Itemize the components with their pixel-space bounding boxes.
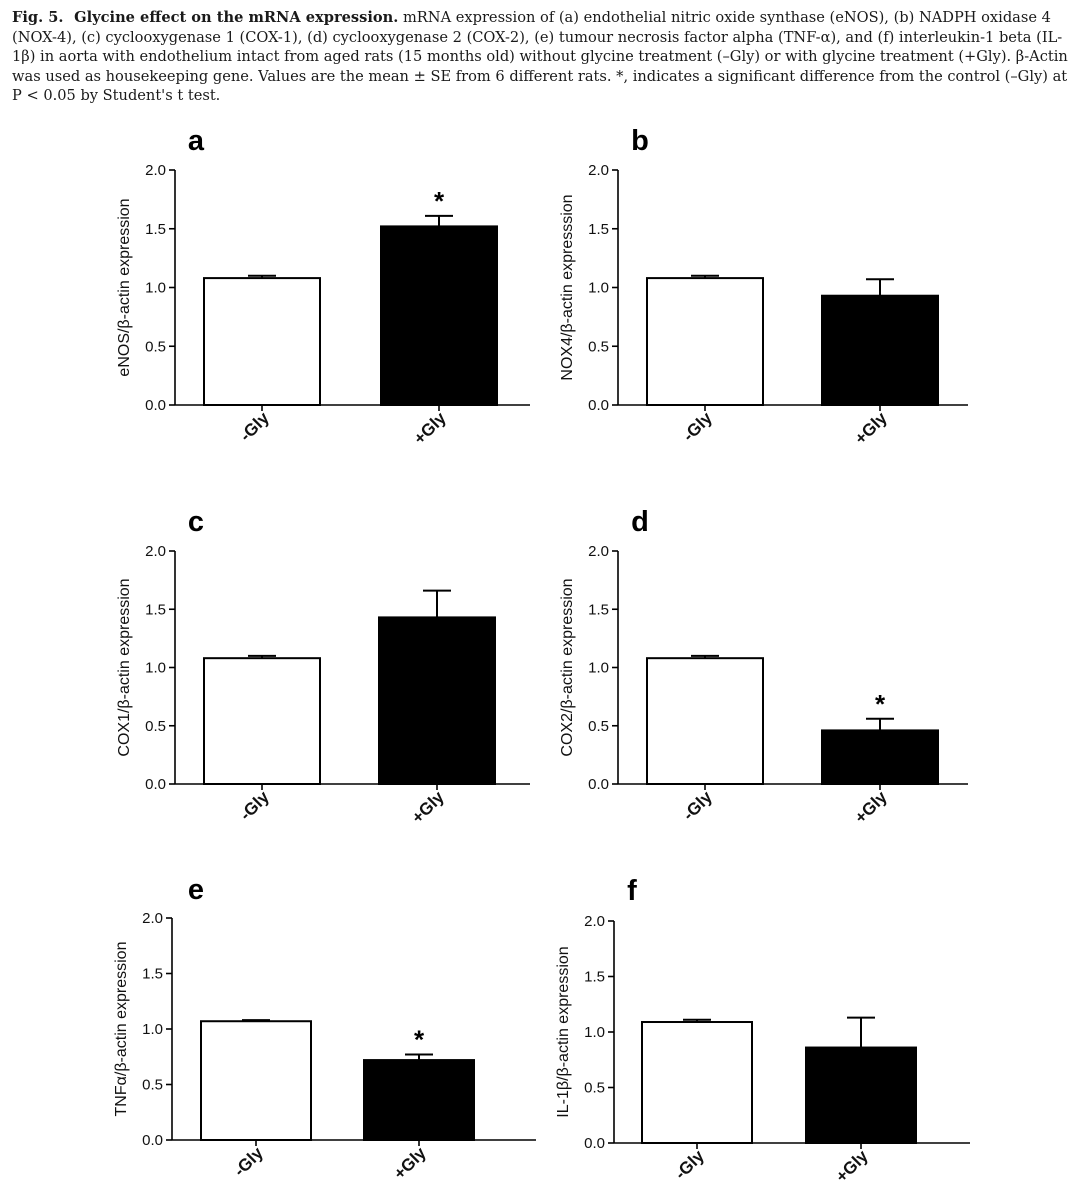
y-axis-title: eNOS/β-actin expression bbox=[116, 198, 133, 376]
y-tick-label: 1.0 bbox=[145, 280, 166, 297]
chart-panel-f: f 0.0 0.5 1.0 1.5 2.0 IL-1β/β-actin expression… bbox=[555, 875, 970, 1186]
bar-glycine bbox=[821, 729, 939, 785]
chart-panel-c: c 0.0 0.5 1.0 1.5 2.0 COX1/β-actin expression -… bbox=[116, 506, 530, 827]
y-tick-label: 0.5 bbox=[588, 718, 609, 735]
y-tick-label: 1.0 bbox=[588, 660, 609, 677]
x-category-label: +Gly bbox=[832, 1146, 872, 1186]
x-category-label: -Gly bbox=[679, 408, 716, 445]
bar-control bbox=[646, 657, 764, 785]
bar-glycine bbox=[821, 294, 939, 407]
bar-glycine bbox=[363, 1059, 475, 1141]
bar-glycine bbox=[805, 1046, 917, 1145]
x-category-label: +Gly bbox=[410, 408, 450, 448]
significance-marker: * bbox=[434, 186, 445, 216]
y-tick-label: 1.5 bbox=[145, 601, 166, 618]
figure-title: Glycine effect on the mRNA expression. bbox=[74, 9, 399, 26]
chart-panel-b: b 0.0 0.5 1.0 1.5 2.0 NOX4/β-actin expresssion… bbox=[559, 125, 968, 448]
x-category-label: -Gly bbox=[671, 1146, 708, 1183]
bar-control bbox=[646, 277, 764, 407]
figure-label: Fig. 5. bbox=[12, 9, 64, 26]
x-category-label: +Gly bbox=[851, 408, 891, 448]
bar-control bbox=[203, 277, 321, 407]
y-tick-label: 0.0 bbox=[142, 1132, 163, 1149]
y-tick-label: 2.0 bbox=[145, 543, 166, 560]
y-tick-label: 1.0 bbox=[584, 1024, 605, 1041]
bar-control bbox=[200, 1020, 312, 1141]
x-category-label: -Gly bbox=[236, 408, 273, 445]
bar-control bbox=[641, 1021, 753, 1145]
y-tick-label: 2.0 bbox=[142, 910, 163, 927]
x-category-label: +Gly bbox=[390, 1143, 430, 1183]
y-tick-label: 2.0 bbox=[588, 162, 609, 179]
y-tick-label: 2.0 bbox=[145, 162, 166, 179]
y-tick-label: 0.5 bbox=[145, 718, 166, 735]
panel-label: e bbox=[188, 874, 204, 906]
bar-glycine bbox=[380, 225, 498, 406]
y-tick-label: 0.0 bbox=[145, 776, 166, 793]
significance-marker: * bbox=[414, 1025, 425, 1055]
y-tick-label: 0.5 bbox=[584, 1080, 605, 1097]
x-category-label: -Gly bbox=[230, 1143, 267, 1180]
y-tick-label: 2.0 bbox=[588, 543, 609, 560]
figure-caption-text: mRNA expression of (a) endothelial nitri… bbox=[12, 9, 1068, 104]
panel-label: a bbox=[188, 125, 205, 157]
y-tick-label: 0.0 bbox=[584, 1135, 605, 1152]
y-axis-title: COX1/β-actin expression bbox=[116, 578, 133, 756]
y-tick-label: 1.0 bbox=[588, 280, 609, 297]
y-tick-label: 0.5 bbox=[142, 1077, 163, 1094]
y-tick-label: 1.5 bbox=[588, 601, 609, 618]
panel-label: b bbox=[631, 125, 649, 157]
panel-label: c bbox=[188, 506, 204, 538]
y-tick-label: 0.5 bbox=[145, 338, 166, 355]
y-tick-label: 0.5 bbox=[588, 338, 609, 355]
x-category-label: +Gly bbox=[851, 787, 891, 827]
chart-panel-d: d 0.0 0.5 1.0 1.5 2.0 COX2/β-actin expression -… bbox=[559, 506, 968, 827]
y-axis-title: IL-1β/β-actin expression bbox=[555, 946, 572, 1117]
chart-panel-a: a 0.0 0.5 1.0 1.5 2.0 eNOS/β-actin expression -… bbox=[116, 125, 530, 448]
x-category-label: -Gly bbox=[679, 787, 716, 824]
bar-control bbox=[203, 657, 321, 785]
y-axis-title: NOX4/β-actin expresssion bbox=[559, 194, 576, 380]
y-tick-label: 1.5 bbox=[584, 969, 605, 986]
y-tick-label: 0.0 bbox=[588, 397, 609, 414]
significance-marker: * bbox=[875, 689, 886, 719]
y-tick-label: 0.0 bbox=[588, 776, 609, 793]
y-tick-label: 1.5 bbox=[145, 221, 166, 238]
y-axis-title: COX2/β-actin expression bbox=[559, 578, 576, 756]
x-category-label: -Gly bbox=[236, 787, 273, 824]
y-tick-label: 1.5 bbox=[588, 221, 609, 238]
y-tick-label: 1.5 bbox=[142, 966, 163, 983]
panel-label: d bbox=[631, 506, 649, 538]
y-tick-label: 1.0 bbox=[145, 660, 166, 677]
figure-caption: Fig. 5. Glycine effect on the mRNA expre… bbox=[12, 8, 1077, 106]
y-tick-label: 1.0 bbox=[142, 1021, 163, 1038]
y-tick-label: 0.0 bbox=[145, 397, 166, 414]
panel-label: f bbox=[627, 875, 637, 907]
y-tick-label: 2.0 bbox=[584, 913, 605, 930]
bar-glycine bbox=[378, 616, 496, 786]
x-category-label: +Gly bbox=[408, 787, 448, 827]
y-axis-title: TNFα/β-actin expression bbox=[113, 942, 130, 1117]
chart-panel-e: e 0.0 0.5 1.0 1.5 2.0 TNFα/β-actin expression -… bbox=[113, 874, 536, 1183]
